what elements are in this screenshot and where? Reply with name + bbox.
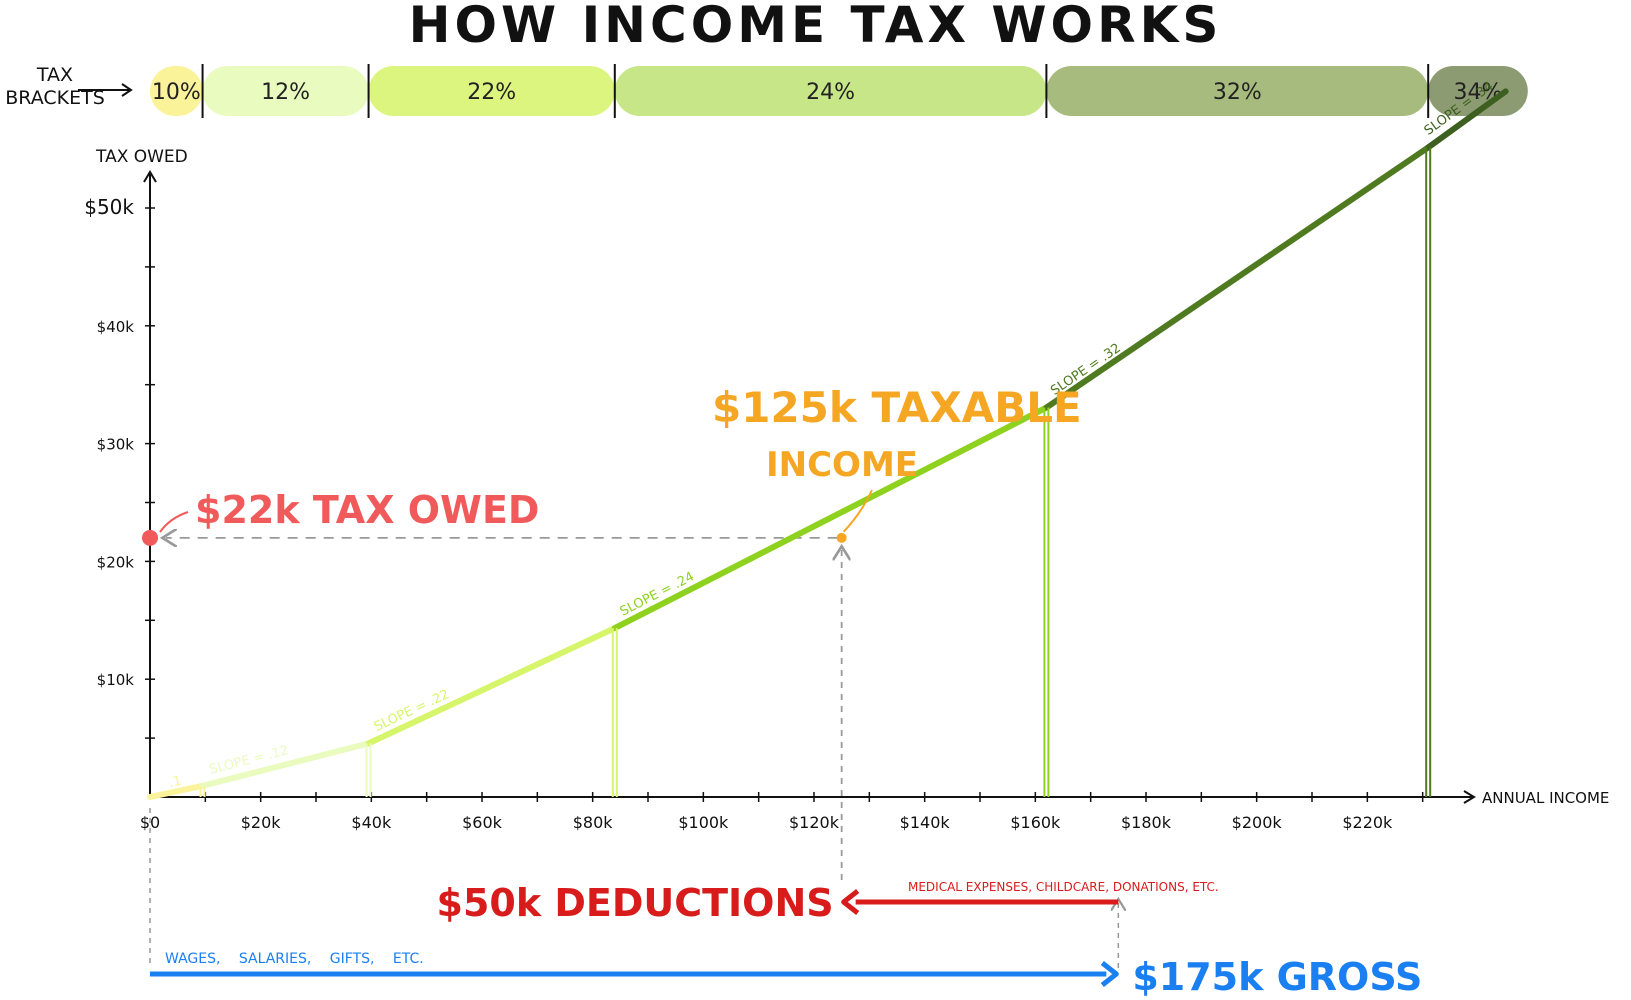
x-tick-label: $40k [351,813,392,832]
bracket-label: 12% [261,80,310,105]
bracket-label: 10% [152,80,201,105]
y-tick-label: $30k [97,436,135,454]
series-segment [199,740,372,789]
y-tick-label: $40k [97,318,135,336]
deductions-note: MEDICAL EXPENSES, CHILDCARE, DONATIONS, … [908,880,1219,894]
brackets-pointer-arrow [78,83,133,97]
taxable-income-label: $125k TAXABLE [712,383,1082,432]
y-axis-title: TAX OWED [95,147,188,167]
bracket-label: 22% [467,80,516,105]
y-tick-label: $50k [84,195,134,219]
tax-brackets-bar: 10% 12% 22% 24% 32% 34% [150,64,1528,118]
chart-title: HOW INCOME TAX WORKS [408,0,1223,54]
bracket-segment [1428,66,1528,116]
x-axis-title: ANNUAL INCOME [1482,789,1609,807]
tax-owed-pointer [159,511,189,533]
x-axis-arrowhead [1463,790,1476,804]
tax-brackets-label-line-2: BRACKETS [5,87,105,109]
series-segment [611,404,1050,632]
series-segment [365,625,618,747]
tax-owed-point [142,529,158,546]
x-tick-label: $180k [1121,813,1172,832]
x-tick-label: $80k [573,813,614,832]
taxable-income-pointer [842,489,873,533]
bracket-segment [202,66,369,116]
x-tick-label: $140k [900,813,951,832]
gross-arrowhead [1100,961,1119,987]
x-tick-label: $100k [678,813,729,832]
slope-label: .1 [168,774,183,791]
y-axis-arrowhead [143,170,157,183]
x-tick-label: $220k [1342,813,1393,832]
bracket-segment [368,66,615,116]
y-tick-label: $20k [97,553,135,571]
bracket-label: 24% [806,80,855,105]
x-tick-label: $60k [462,813,503,832]
series-segment [147,782,206,800]
gross-label: $175k GROSS [1132,955,1422,999]
deductions-arrowhead [841,889,860,915]
x-tick-label: $200k [1232,813,1283,832]
bracket-segment [1046,66,1429,116]
x-tick-label: $160k [1010,813,1061,832]
gross-note: WAGES, SALARIES, GIFTS, ETC. [165,951,424,967]
taxable-income-label-line-2: INCOME [766,445,918,485]
tax-brackets-label: TAX BRACKETS [0,64,110,110]
tax-owed-label: $22k TAX OWED [195,488,539,532]
tax-brackets-label-line-1: TAX [36,64,74,86]
bracket-segment [614,66,1047,116]
x-tick-label: $120k [789,813,840,832]
bracket-segment [150,66,203,116]
y-tick-label: $10k [97,671,135,689]
bracket-label: 32% [1213,80,1262,105]
series-segment [1425,88,1509,151]
annotations: $22k TAX OWED $125k TAXABLE INCOME MEDICAL … [142,383,1422,999]
deductions-label: $50k DEDUCTIONS [437,881,834,925]
taxable-income-point [836,532,847,543]
series-segment [1043,144,1432,411]
guide-lines [149,538,1118,968]
x-tick-label: $20k [241,813,282,832]
